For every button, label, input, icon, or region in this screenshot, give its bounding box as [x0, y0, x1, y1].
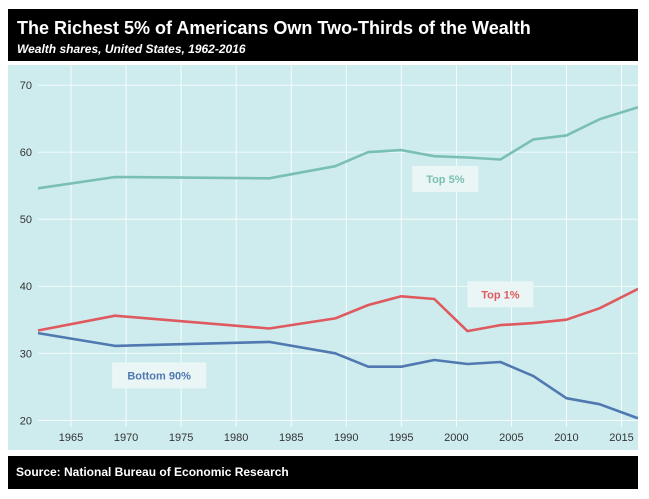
- series-label: Bottom 90%: [127, 370, 191, 382]
- x-tick-label: 1980: [224, 432, 248, 444]
- source-note: Source: National Bureau of Economic Rese…: [16, 465, 289, 479]
- x-tick-label: 2000: [444, 432, 468, 444]
- y-tick-label: 20: [20, 415, 32, 427]
- series-label: Top 5%: [426, 174, 465, 186]
- chart-footer: Source: National Bureau of Economic Rese…: [8, 456, 638, 489]
- line-chart: 20 30 40 50 60 70 1965 1970 1975 1980 1985 1990 1995…: [8, 65, 639, 450]
- x-tick-label: 1975: [169, 432, 193, 444]
- series-label-box: [467, 281, 534, 308]
- x-tick-label: 1990: [334, 432, 358, 444]
- series-label: Top 1%: [481, 289, 520, 301]
- series-line: [37, 331, 639, 420]
- x-tick-label: 1970: [114, 432, 138, 444]
- series-line: [37, 105, 639, 190]
- series-label-box: [412, 165, 479, 192]
- x-tick-label: 2015: [609, 432, 633, 444]
- y-tick-label: 30: [20, 348, 32, 360]
- x-tick-label: 2010: [554, 432, 578, 444]
- chart-subtitle: Wealth shares, United States, 1962-2016: [17, 42, 246, 56]
- x-tick-label: 1965: [59, 432, 83, 444]
- y-tick-label: 40: [20, 281, 32, 293]
- chart-area: 20 30 40 50 60 70 1965 1970 1975 1980 1985 1990 1995…: [8, 65, 639, 450]
- series-line: [37, 287, 639, 333]
- x-tick-label: 1995: [389, 432, 413, 444]
- series-label-box: [112, 362, 207, 389]
- x-tick-label: 1985: [279, 432, 303, 444]
- chart-header: The Richest 5% of Americans Own Two-Thir…: [8, 9, 638, 61]
- y-tick-label: 70: [20, 80, 32, 92]
- x-tick-label: 2005: [499, 432, 523, 444]
- chart-title: The Richest 5% of Americans Own Two-Thir…: [17, 18, 531, 38]
- plot-background: [8, 65, 638, 450]
- y-tick-label: 60: [20, 147, 32, 159]
- y-tick-label: 50: [20, 214, 32, 226]
